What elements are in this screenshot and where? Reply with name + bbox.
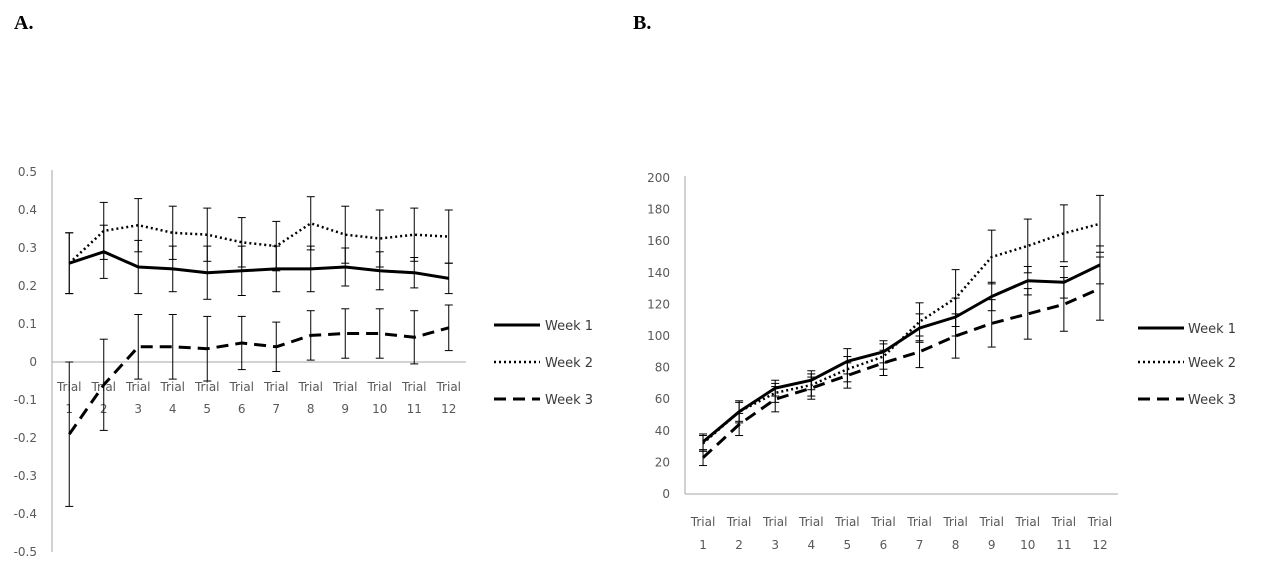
x-tick-label: 10 xyxy=(372,402,387,416)
x-tick-label: Trial xyxy=(125,380,151,394)
panel-a-label: A. xyxy=(14,12,34,34)
y-tick-label: 0.5 xyxy=(18,165,37,179)
x-tick-label: 9 xyxy=(341,402,349,416)
y-tick-label: 0.2 xyxy=(18,279,37,293)
x-tick-label: 11 xyxy=(407,402,422,416)
y-tick-label: -0.4 xyxy=(14,507,37,521)
x-tick-label: Trial xyxy=(194,380,220,394)
y-tick-label: -0.3 xyxy=(14,469,37,483)
x-tick-label: Trial xyxy=(228,380,254,394)
legend-label-1: Week 1 xyxy=(545,319,593,334)
x-tick-label: Trial xyxy=(332,380,358,394)
series-line-2 xyxy=(68,222,449,265)
x-tick-label: 3 xyxy=(134,402,142,416)
x-tick-label: Trial xyxy=(435,380,461,394)
x-tick-label: Trial xyxy=(366,380,392,394)
legend-label-2: Week 2 xyxy=(545,356,593,371)
y-tick-label: 0 xyxy=(29,355,37,369)
x-tick-label: Trial xyxy=(297,380,323,394)
x-tick-label: Trial xyxy=(401,380,427,394)
x-tick-label: 12 xyxy=(441,402,456,416)
y-tick-label: -0.2 xyxy=(14,431,37,445)
x-tick-label: 7 xyxy=(272,402,280,416)
y-tick-label: -0.5 xyxy=(14,545,37,559)
y-tick-label: -0.1 xyxy=(14,393,37,407)
panel-b-label: B. xyxy=(633,12,652,34)
legend-label-3: Week 3 xyxy=(545,393,593,408)
x-tick-label: Trial xyxy=(159,380,185,394)
y-tick-label: 0.4 xyxy=(18,203,37,217)
series-line-1 xyxy=(68,250,450,280)
y-tick-label: 0.3 xyxy=(18,241,37,255)
x-tick-label: 8 xyxy=(307,402,315,416)
x-tick-label: Trial xyxy=(263,380,289,394)
y-tick-label: 0.1 xyxy=(18,317,37,331)
x-tick-label: 6 xyxy=(238,402,246,416)
series-line-3 xyxy=(68,326,450,436)
x-tick-label: 5 xyxy=(203,402,211,416)
x-tick-label: 4 xyxy=(169,402,177,416)
